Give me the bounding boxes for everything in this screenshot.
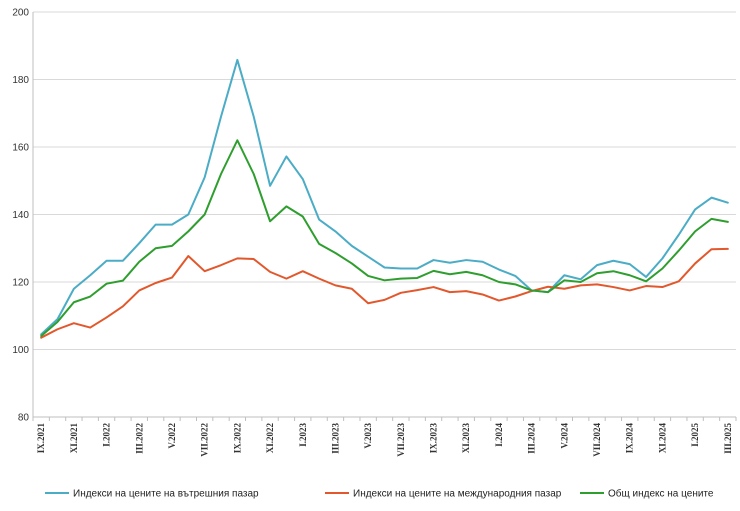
axes [32, 12, 736, 418]
x-tick-label: IX.2024 [625, 423, 635, 454]
x-tick-label: I.2025 [690, 423, 700, 447]
legend-label-2: Индекси на цените на международния пазар [353, 489, 562, 500]
y-tick-label: 100 [12, 345, 29, 356]
series-line-1 [40, 58, 729, 336]
series-line-3 [40, 139, 729, 337]
grid-lines [33, 11, 736, 418]
x-tick-label: XI.2022 [265, 423, 275, 454]
y-tick-label: 80 [18, 413, 30, 424]
x-tick-label: I.2023 [298, 423, 308, 447]
x-tick-label: XI.2023 [461, 423, 471, 454]
x-tick-label: IX.2021 [36, 423, 46, 454]
x-tick-label: III.2025 [723, 423, 733, 454]
x-tick-label: V.2022 [167, 423, 177, 449]
x-tick-label: III.2022 [134, 423, 144, 454]
x-tick-label: I.2024 [494, 423, 504, 447]
y-tick-label: 200 [12, 8, 29, 19]
x-axis-ticks [32, 417, 737, 421]
legend: Индекси на цените на вътрешния пазар Инде… [45, 488, 714, 500]
series-lines [40, 58, 729, 339]
x-tick-label: XI.2024 [657, 423, 667, 454]
x-tick-label: IX.2023 [429, 423, 439, 454]
y-tick-label: 160 [12, 143, 29, 154]
y-tick-label: 180 [12, 75, 29, 86]
x-tick-label: VII.2022 [200, 423, 210, 457]
y-tick-label: 140 [12, 210, 29, 221]
y-tick-label: 120 [12, 278, 29, 289]
x-tick-label: III.2024 [527, 423, 537, 454]
legend-label-3: Общ индекс на цените [608, 488, 714, 500]
x-tick-label: V.2023 [363, 423, 373, 449]
x-tick-label: IX.2022 [232, 423, 242, 454]
x-tick-label: I.2022 [102, 423, 112, 447]
x-tick-label: V.2024 [559, 423, 569, 449]
x-axis-tick-labels: IX.2021 XI.2021 I.2022 III.2022 V.2022 VII.20… [36, 423, 733, 457]
x-tick-label: XI.2021 [69, 423, 79, 454]
legend-label-1: Индекси на цените на вътрешния пазар [73, 489, 259, 500]
y-axis-tick-labels: 80 100 120 140 160 180 200 [12, 8, 29, 424]
x-tick-label: III.2023 [330, 423, 340, 454]
x-tick-label: VII.2024 [592, 423, 602, 457]
x-tick-label: VII.2023 [396, 423, 406, 457]
series-line-2 [40, 247, 729, 339]
